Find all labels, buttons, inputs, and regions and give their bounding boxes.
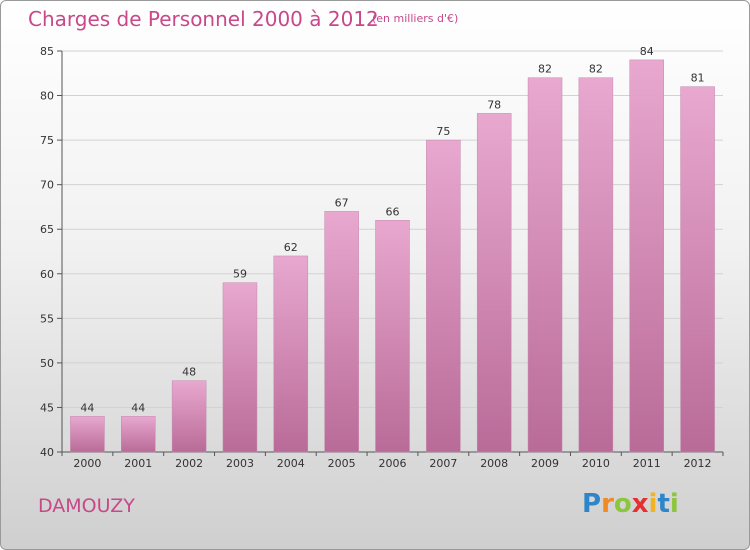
x-tick-label: 2000: [73, 457, 101, 470]
x-tick-label: 2009: [531, 457, 559, 470]
bar-2007: [426, 139, 461, 453]
x-tick-label: 2008: [480, 457, 508, 470]
bar-2005: [324, 211, 359, 453]
bar-2002: [171, 380, 207, 453]
data-label-2000: 44: [80, 401, 94, 414]
data-label-2003: 59: [233, 268, 247, 281]
bar-2003: [222, 282, 258, 453]
data-label-2005: 67: [335, 196, 349, 209]
logo-letter: P: [582, 489, 602, 519]
bar-2009: [527, 77, 563, 453]
data-label-2004: 62: [284, 241, 298, 254]
x-tick-label: 2010: [582, 457, 610, 470]
data-label-2006: 66: [386, 205, 400, 218]
chart-title: Charges de Personnel 2000 à 2012: [28, 7, 379, 31]
bar-2012: [680, 86, 715, 453]
data-label-2010: 82: [589, 63, 603, 76]
bar-2010: [578, 77, 614, 453]
x-tick-label: 2012: [684, 457, 712, 470]
data-label-2008: 78: [487, 98, 501, 111]
bar-2001: [121, 416, 156, 453]
bar-2006: [375, 220, 410, 453]
y-tick-label: 85: [40, 45, 54, 58]
logo-letter: i: [669, 489, 679, 519]
data-label-2007: 75: [436, 125, 450, 138]
logo-letter: o: [613, 489, 632, 519]
data-label-2001: 44: [131, 401, 145, 414]
y-tick-label: 75: [40, 134, 54, 147]
chart-subtitle: (en milliers d'€): [372, 12, 459, 25]
logo-letter: i: [648, 489, 658, 519]
data-labels: 44 44 48 59 62 67 66 75 78 82 82 84 81: [80, 45, 704, 414]
data-label-2002: 48: [182, 366, 196, 379]
logo-letter: t: [657, 489, 670, 519]
y-tick-label: 45: [40, 401, 54, 414]
x-tick-label: 2004: [277, 457, 305, 470]
y-tick-label: 40: [40, 446, 54, 459]
x-tick-label: 2001: [124, 457, 152, 470]
x-tick-label: 2002: [175, 457, 203, 470]
data-label-2009: 82: [538, 63, 552, 76]
bar-2004: [273, 255, 309, 453]
y-tick-label: 55: [40, 312, 54, 325]
logo-letter: x: [631, 489, 649, 519]
y-tick-label: 50: [40, 357, 54, 370]
y-tick-label: 60: [40, 268, 54, 281]
y-tick-label: 65: [40, 223, 54, 236]
bar-2011: [629, 59, 664, 453]
y-tick-label: 80: [40, 90, 54, 103]
x-tick-label: 2003: [226, 457, 254, 470]
y-tick-label: 70: [40, 179, 54, 192]
proxiti-logo: Proxiti: [582, 489, 679, 519]
x-tick-label: 2007: [429, 457, 457, 470]
axes: 40 45 50 55 60 65 70 75 80 85 2000 2001 2002 2003 2004…: [40, 45, 724, 470]
bar-2000: [70, 416, 105, 453]
logo-letter: r: [601, 489, 614, 519]
commune-name: DAMOUZY: [38, 495, 135, 517]
x-tick-label: 2006: [379, 457, 407, 470]
x-tick-label: 2005: [328, 457, 356, 470]
x-tick-label: 2011: [633, 457, 661, 470]
data-label-2011: 84: [640, 45, 654, 58]
bars: [70, 59, 715, 453]
bar-2008: [476, 113, 512, 453]
data-label-2012: 81: [691, 72, 705, 85]
